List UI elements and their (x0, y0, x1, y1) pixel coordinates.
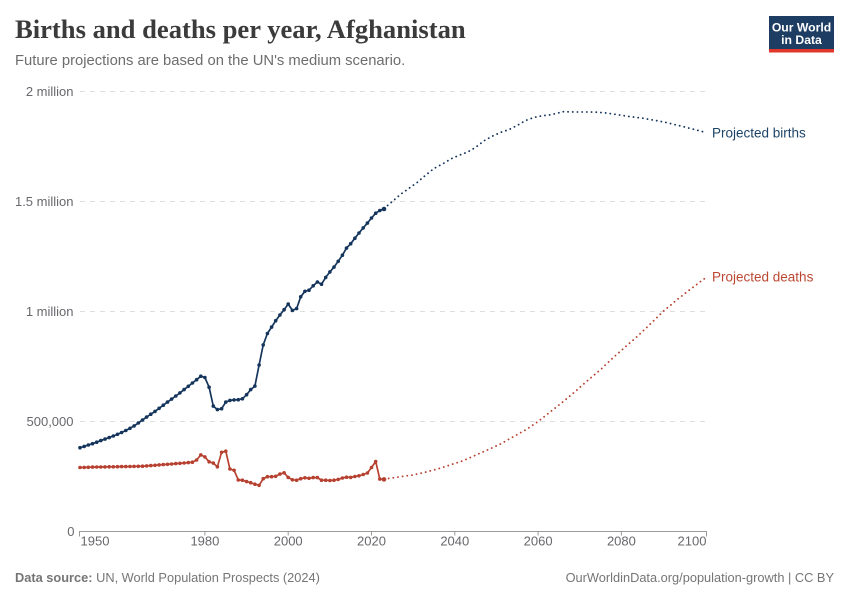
svg-text:1980: 1980 (190, 534, 219, 549)
svg-text:2040: 2040 (440, 534, 469, 549)
svg-text:Data source: UN, World Populat: Data source: UN, World Population Prospe… (15, 570, 320, 585)
svg-text:Projected births: Projected births (712, 126, 806, 141)
svg-text:Our World: Our World (772, 21, 831, 35)
svg-text:2020: 2020 (357, 534, 386, 549)
svg-text:1 million: 1 million (26, 304, 74, 319)
svg-text:2060: 2060 (524, 534, 553, 549)
svg-text:Births and deaths per year, Af: Births and deaths per year, Afghanistan (15, 14, 466, 44)
svg-text:500,000: 500,000 (27, 414, 74, 429)
svg-text:in Data: in Data (781, 33, 822, 47)
svg-text:2 million: 2 million (26, 84, 74, 99)
svg-text:2080: 2080 (607, 534, 636, 549)
svg-text:2100: 2100 (678, 534, 707, 549)
svg-text:1950: 1950 (81, 534, 110, 549)
svg-text:0: 0 (67, 524, 74, 539)
svg-text:Projected deaths: Projected deaths (712, 270, 814, 285)
svg-text:OurWorldinData.org/population-: OurWorldinData.org/population-growth | C… (566, 570, 835, 585)
svg-text:1.5 million: 1.5 million (15, 194, 74, 209)
svg-text:2000: 2000 (274, 534, 303, 549)
svg-text:Future projections are based o: Future projections are based on the UN's… (15, 53, 405, 69)
